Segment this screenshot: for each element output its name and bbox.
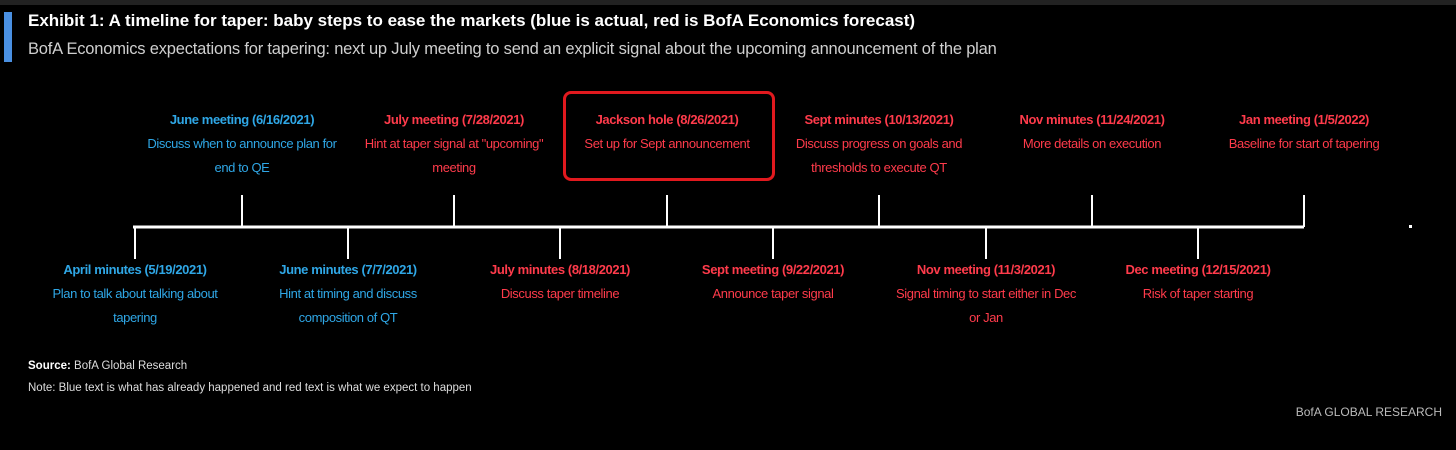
brand-label: BofA GLOBAL RESEARCH: [1295, 405, 1442, 419]
event-title: Jan meeting (1/5/2022): [1239, 112, 1369, 127]
event-sept-minutes: Sept minutes (10/13/2021) Discuss progres…: [795, 108, 963, 180]
event-title: April minutes (5/19/2021): [63, 262, 207, 277]
event-description-line: Baseline for start of tapering: [1228, 136, 1380, 151]
event-description-line: Discuss taper timeline: [500, 286, 620, 301]
event-description-line: More details on execution: [1022, 136, 1162, 151]
event-description-line: Signal timing to start either in Dec: [896, 286, 1076, 301]
event-description-line: Risk of taper starting: [1142, 286, 1254, 301]
event-july-minutes: July minutes (8/18/2021) Discuss taper ti…: [490, 258, 630, 306]
event-description-line: end to QE: [214, 160, 270, 175]
event-title: Nov meeting (11/3/2021): [916, 262, 1056, 277]
event-title: Dec meeting (12/15/2021): [1125, 262, 1271, 277]
source-text: BofA Global Research: [74, 360, 188, 372]
event-nov-minutes: Nov minutes (11/24/2021) More details on …: [1019, 108, 1164, 156]
timeline-ticks: [134, 195, 1305, 259]
event-title: Nov minutes (11/24/2021): [1019, 112, 1165, 127]
event-jackson-hole: Jackson hole (8/26/2021) Set up for Sept …: [584, 108, 750, 156]
event-description-line: or Jan: [969, 310, 1003, 325]
event-description-line: Plan to talk about talking about: [52, 286, 218, 301]
event-sept-meeting: Sept meeting (9/22/2021) Announce taper s…: [701, 258, 845, 306]
exhibit-subtitle: BofA Economics expectations for tapering…: [28, 40, 997, 58]
jackson-hole-highlight-box: [563, 91, 775, 181]
event-july-meeting: July meeting (7/28/2021) Hint at taper si…: [364, 108, 544, 180]
source-label: Source:: [28, 360, 71, 372]
event-title: July minutes (8/18/2021): [490, 262, 630, 277]
event-april-minutes: April minutes (5/19/2021) Plan to talk ab…: [53, 258, 218, 330]
event-description-line: Discuss when to announce plan for: [147, 136, 337, 151]
event-description-line: Hint at taper signal at "upcoming": [364, 136, 544, 151]
event-title: Sept meeting (9/22/2021): [701, 262, 845, 277]
event-nov-meeting: Nov meeting (11/3/2021) Signal timing to …: [896, 258, 1076, 330]
event-title: July meeting (7/28/2021): [384, 112, 524, 127]
event-description-line: composition of QT: [298, 310, 398, 325]
event-title: June minutes (7/7/2021): [279, 262, 417, 277]
event-dec-meeting: Dec meeting (12/15/2021) Risk of taper st…: [1125, 258, 1270, 306]
exhibit-title: Exhibit 1: A timeline for taper: baby st…: [28, 11, 916, 30]
event-title: Sept minutes (10/13/2021): [804, 112, 954, 127]
event-description-line: meeting: [432, 160, 476, 175]
event-jan-meeting: Jan meeting (1/5/2022) Baseline for start…: [1229, 108, 1380, 156]
event-description-line: Announce taper signal: [712, 286, 834, 301]
event-title: June meeting (6/16/2021): [169, 112, 315, 127]
event-description-line: tapering: [113, 310, 157, 325]
accent-bar: [4, 12, 12, 62]
note-line: Note: Blue text is what has already happ…: [28, 382, 472, 394]
event-description-line: Hint at timing and discuss: [279, 286, 417, 301]
event-june-meeting: June meeting (6/16/2021) Discuss when to …: [147, 108, 337, 180]
event-description-line: thresholds to execute QT: [811, 160, 947, 175]
event-description-line: Discuss progress on goals and: [795, 136, 963, 151]
event-description-line: Set up for Sept announcement: [584, 136, 750, 151]
stray-dot: [1409, 225, 1412, 228]
top-rule: [0, 0, 1456, 5]
event-title: Jackson hole (8/26/2021): [595, 112, 739, 127]
source-line: Source: BofA Global Research: [28, 360, 187, 372]
event-june-minutes: June minutes (7/7/2021) Hint at timing an…: [279, 258, 417, 330]
